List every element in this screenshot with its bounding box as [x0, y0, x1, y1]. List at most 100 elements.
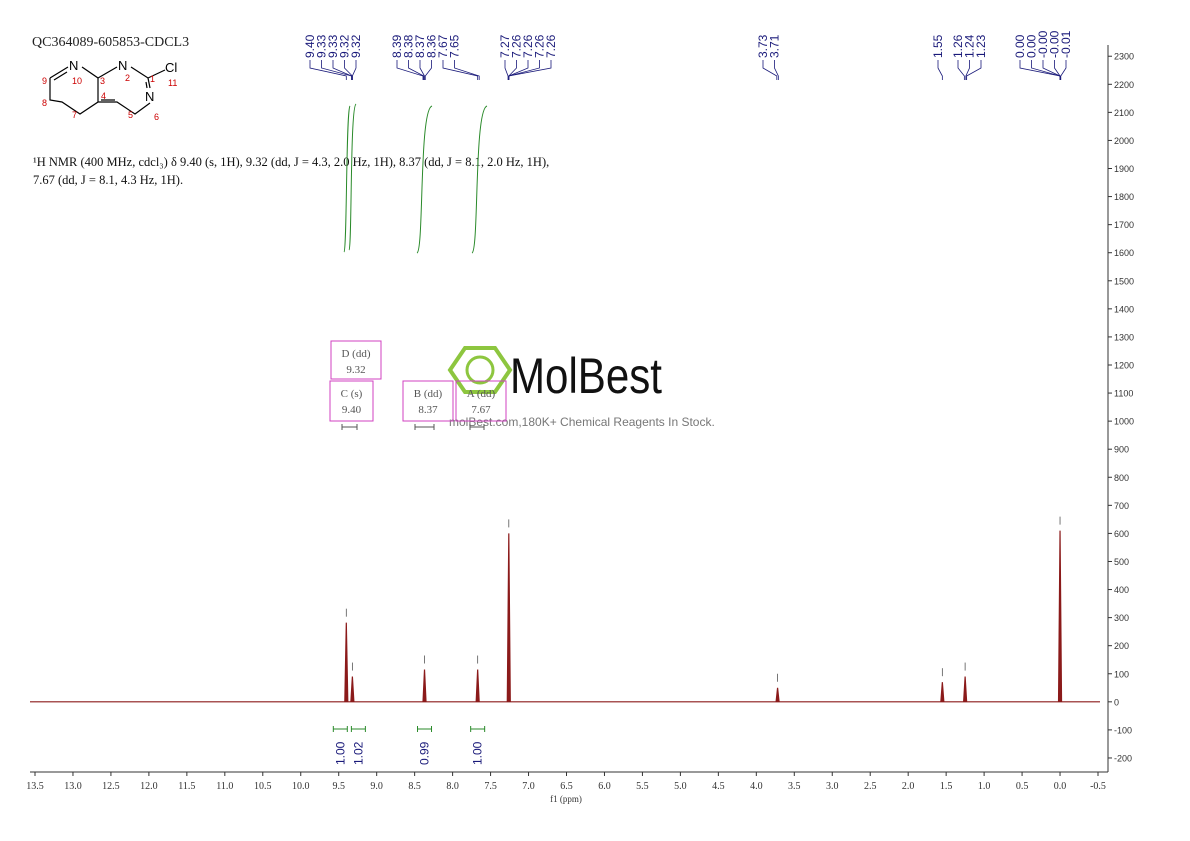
- x-tick-label: 11.5: [178, 781, 195, 792]
- y-tick-label: 1400: [1114, 304, 1134, 314]
- peak-label: 9.33: [326, 34, 340, 58]
- x-tick-label: -0.5: [1090, 781, 1106, 792]
- multiplet-name: C (s): [341, 388, 363, 400]
- peak-label: 0.00: [1025, 34, 1039, 58]
- multiplet-range: [341, 424, 358, 430]
- peak-label-connector: [332, 60, 353, 80]
- atom-number: 3: [100, 76, 105, 86]
- multiplet-name: B (dd): [414, 388, 443, 400]
- multiplet-shift: 7.67: [471, 404, 491, 416]
- integral-label: 1.00: [471, 741, 485, 765]
- y-tick-label: 200: [1114, 641, 1129, 651]
- peak-label: 1.24: [963, 34, 977, 58]
- x-tick-label: 5.0: [674, 781, 687, 792]
- integral-label: 1.02: [351, 741, 365, 765]
- molecule-bonds: [49, 66, 166, 115]
- peak-label: -0.01: [1059, 30, 1073, 58]
- x-tick-label: 7.5: [484, 781, 497, 792]
- y-tick-label: 1100: [1114, 389, 1133, 399]
- peak: [506, 533, 511, 702]
- peak-label-connector: [419, 60, 425, 80]
- brand: MolBest: [510, 348, 662, 404]
- x-tick-label: 6.0: [598, 781, 611, 792]
- description: ¹H NMR (400 MHz, cdcl₃) δ 9.40 (s, 1H), …: [33, 155, 549, 169]
- atom-number: 2: [125, 73, 130, 83]
- x-tick-label: 12.5: [102, 781, 120, 792]
- integral-range: [332, 726, 348, 732]
- x-tick-label: 8.0: [446, 781, 459, 792]
- peak-label-connector: [424, 60, 432, 80]
- atom-number: 8: [42, 98, 47, 108]
- x-tick-label: 10.5: [254, 781, 272, 792]
- multiplet-shift: 8.37: [418, 404, 438, 416]
- integral-label: 0.99: [418, 741, 432, 765]
- peak-label: 7.26: [521, 34, 535, 58]
- peak-label: -0.00: [1048, 30, 1062, 58]
- y-tick-label: 2200: [1114, 80, 1134, 90]
- x-tick-label: 8.5: [408, 781, 421, 792]
- multiplet-shift: 9.40: [342, 404, 362, 416]
- x-tick-label: 4.0: [750, 781, 763, 792]
- y-tick-label: 1700: [1114, 220, 1134, 230]
- peak-label-connector: [966, 60, 982, 80]
- integral-curves: [343, 103, 488, 254]
- x-axis-label: f1 (ppm): [550, 794, 582, 804]
- x-tick-label: 10.0: [292, 781, 310, 792]
- integral-range: [470, 726, 486, 732]
- y-tick-label: 1000: [1114, 417, 1134, 427]
- tagline: molBest.com,180K+ Chemical Reagents In S…: [449, 415, 715, 429]
- multiplet-box: [329, 380, 374, 422]
- y-tick-label: 2100: [1114, 108, 1134, 118]
- peak-label: 1.26: [951, 34, 965, 58]
- atom-number: 1: [150, 74, 155, 84]
- atom-number: 5: [128, 110, 133, 120]
- multiplet-box: [402, 380, 454, 422]
- peak: [963, 676, 968, 702]
- atom: N: [145, 89, 154, 104]
- description: 7.67 (dd, J = 8.1, 4.3 Hz, 1H).: [33, 173, 183, 187]
- integral-range: [417, 726, 433, 732]
- x-tick-label: 1.5: [940, 781, 953, 792]
- multiplet-box: [330, 340, 382, 380]
- peak-label: 3.71: [768, 34, 782, 58]
- y-tick-label: 1500: [1114, 276, 1134, 286]
- peak-label: 9.32: [338, 34, 352, 58]
- x-tick-label: 11.0: [216, 781, 233, 792]
- x-tick-label: 2.0: [902, 781, 915, 792]
- peak-label: 0.00: [1013, 34, 1027, 58]
- peak-label: 9.33: [315, 34, 329, 58]
- y-tick-label: 500: [1114, 557, 1129, 567]
- atom-number: 9: [42, 76, 47, 86]
- peak-label-connector: [774, 60, 779, 80]
- x-tick-label: 9.5: [332, 781, 345, 792]
- multiplet-name: D (dd): [341, 348, 370, 360]
- peak-label-connector: [965, 60, 970, 80]
- y-tick-label: 800: [1114, 473, 1129, 483]
- x-tick-label: 1.0: [978, 781, 991, 792]
- double-bonds: [53, 71, 148, 101]
- y-tick-label: 300: [1114, 613, 1129, 623]
- y-tick-label: 900: [1114, 445, 1129, 455]
- peak-label-connector: [309, 60, 347, 80]
- x-tick-label: 3.0: [826, 781, 839, 792]
- atom-numbers: 1 2 3 4 5 6 7 8 9 10 11: [42, 73, 177, 122]
- atom: N: [69, 58, 78, 73]
- peak-label-connector: [396, 60, 424, 80]
- y-tick-label: 600: [1114, 529, 1129, 539]
- peak: [350, 676, 355, 702]
- y-tick-label: 400: [1114, 585, 1129, 595]
- peak-label: 7.26: [510, 34, 524, 58]
- multiplet-range: [414, 424, 435, 430]
- x-tick-label: 13.0: [64, 781, 82, 792]
- chart-title: QC364089-605853-CDCL3: [32, 35, 189, 50]
- atoms: N N Cl N: [69, 58, 177, 104]
- y-tick-label: 700: [1114, 501, 1129, 511]
- bonds: [49, 66, 166, 115]
- atom-number: 7: [72, 110, 77, 120]
- x-tick-label: 7.0: [522, 781, 535, 792]
- atom-number: 4: [101, 91, 106, 101]
- logo: [447, 346, 513, 394]
- y-tick-label: -100: [1114, 725, 1132, 735]
- atom-number: 11: [168, 78, 177, 88]
